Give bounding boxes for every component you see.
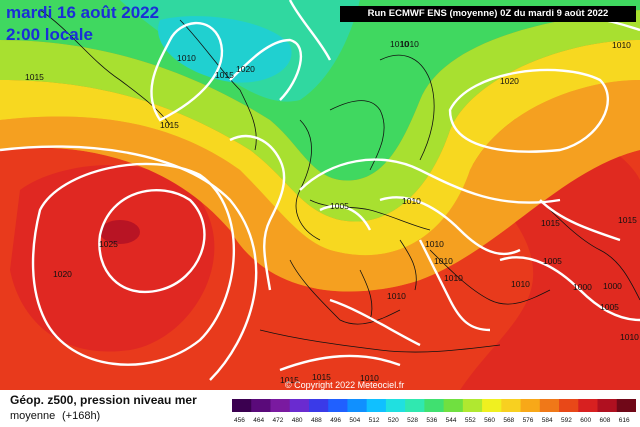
forecast-time: 2:00 locale	[6, 25, 93, 44]
isobar-label: 1010	[400, 39, 419, 49]
run-info: Run ECMWF ENS (moyenne) 0Z du mardi 9 ao…	[340, 6, 636, 22]
isobar-label: 1025	[99, 239, 118, 249]
scale-swatch	[578, 399, 599, 412]
isobar-label: 1010	[390, 39, 409, 49]
isobar-labels: 1010 1015 1020 1015 1015 1010 1020 1025 …	[25, 39, 639, 385]
isobar-label: 1015	[618, 215, 637, 225]
scale-swatch	[482, 399, 502, 412]
isobar-1025	[98, 188, 206, 293]
isobar-label: 1010	[620, 332, 639, 342]
isobar-label: 1010	[444, 273, 463, 283]
isobar-label: 1015	[160, 120, 179, 130]
scale-label: 504	[349, 417, 360, 424]
legend-title: Géop. z500, pression niveau mer	[10, 393, 197, 407]
scale-label: 520	[388, 417, 399, 424]
weather-map: 1010 1015 1020 1015 1015 1010 1020 1025 …	[0, 0, 640, 390]
scale-swatch	[559, 399, 579, 412]
isobar-label: 1010	[425, 239, 444, 249]
isobar-label: 1000	[603, 281, 622, 291]
scale-swatch	[385, 399, 406, 412]
scale-swatch	[328, 399, 348, 412]
isobar-label: 1020	[53, 269, 72, 279]
isobar-label: 1005	[543, 256, 562, 266]
scale-swatch	[308, 399, 329, 412]
isobar-label: 1015	[215, 70, 234, 80]
scale-swatch	[251, 399, 271, 412]
isobar-label: 1015	[541, 218, 560, 228]
scale-label: 480	[292, 417, 303, 424]
scale-label: 472	[272, 417, 283, 424]
scale-swatch	[232, 399, 252, 412]
isobar-label: 1010	[360, 373, 379, 383]
legend-subtitle: moyenne	[10, 410, 56, 422]
scale-swatch	[462, 399, 483, 412]
isobar-label: 1010	[402, 196, 421, 206]
scale-label: 512	[369, 417, 380, 424]
scale-label: 616	[619, 417, 630, 424]
isobar-label: 1010	[177, 53, 196, 63]
high-pressure-core	[10, 165, 215, 352]
scale-label: 552	[465, 417, 476, 424]
isobar-label: 1020	[236, 64, 255, 74]
scale-swatch	[616, 399, 636, 412]
copyright: © Copyright 2022 Meteociel.fr	[285, 380, 405, 390]
scale-label: 584	[542, 417, 553, 424]
scale-label: 600	[580, 417, 591, 424]
scale-swatch	[270, 399, 291, 412]
scale-label: 576	[523, 417, 534, 424]
scale-label: 488	[311, 417, 322, 424]
isobar-label: 1015	[312, 372, 331, 382]
isobar-label: 1005	[600, 302, 619, 312]
scale-label: 592	[561, 417, 572, 424]
forecast-date: mardi 16 août 2022	[6, 3, 160, 22]
scale-swatch	[539, 399, 560, 412]
scale-label: 568	[503, 417, 514, 424]
isobar-label: 1015	[280, 375, 299, 385]
scale-swatch	[501, 399, 522, 412]
scale-label: 456	[234, 417, 245, 424]
isobar-label: 1010	[387, 291, 406, 301]
isobar-label: 1010	[434, 256, 453, 266]
isobar-label: 1020	[500, 76, 519, 86]
scale-label: 560	[484, 417, 495, 424]
scale-swatch	[366, 399, 387, 412]
isobar-label: 1010	[612, 40, 631, 50]
scale-swatch	[289, 399, 310, 412]
isobar-lines	[0, 0, 640, 381]
scale-label: 608	[600, 417, 611, 424]
scale-label: 528	[407, 417, 418, 424]
color-scale: 456 464 472 480 488 496 504 512 520 528 536 544 552 5…	[232, 399, 636, 424]
scale-swatch	[347, 399, 368, 412]
scale-swatch	[424, 399, 445, 412]
scale-label: 536	[426, 417, 437, 424]
scale-swatch	[520, 399, 541, 412]
scale-label: 496	[330, 417, 341, 424]
isobar-label: 1000	[573, 282, 592, 292]
scale-label: 464	[253, 417, 264, 424]
legend-range: (+168h)	[62, 410, 101, 422]
isobar-label: 1010	[511, 279, 530, 289]
scale-swatch	[597, 399, 618, 412]
isobar-label: 1015	[25, 72, 44, 82]
scale-swatch	[405, 399, 425, 412]
scale-swatch	[443, 399, 464, 412]
isobar-label: 1005	[330, 201, 349, 211]
scale-label: 544	[446, 417, 457, 424]
